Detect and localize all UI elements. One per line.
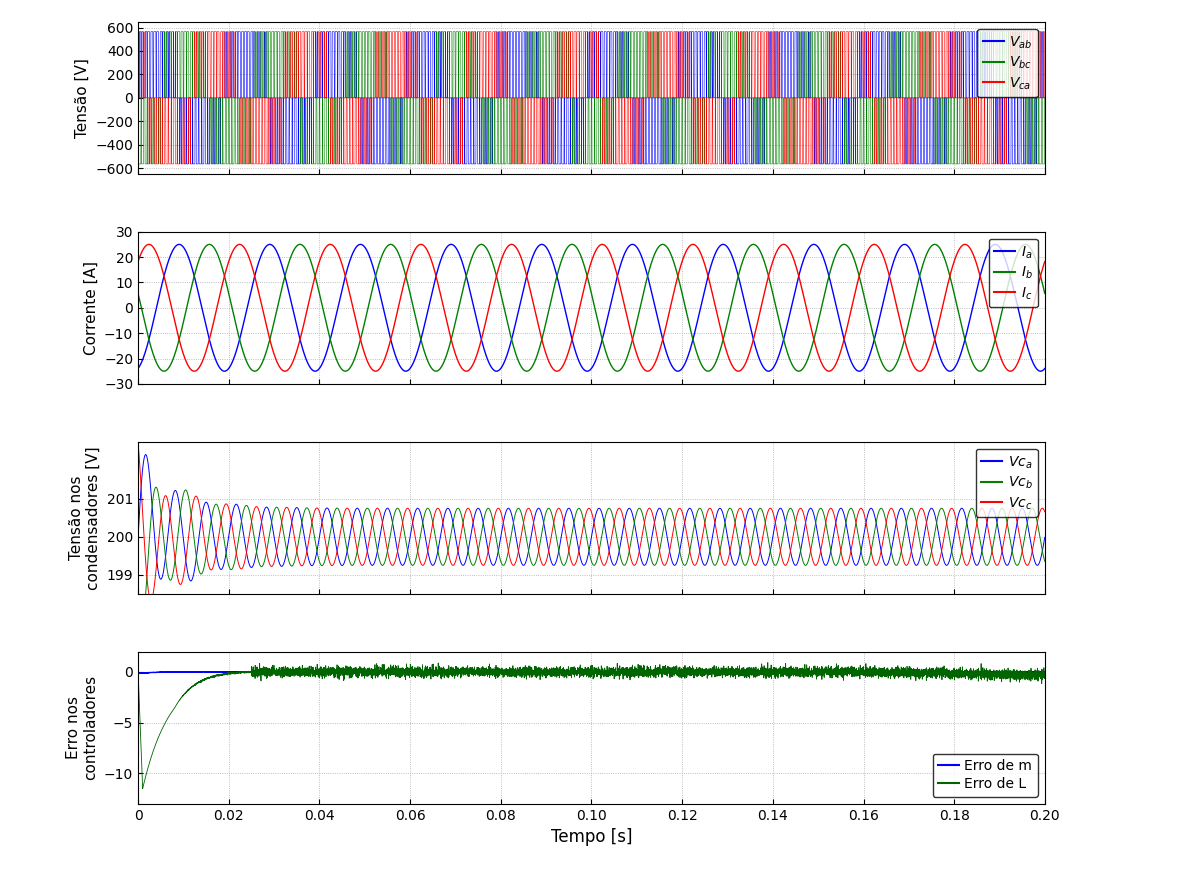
Y-axis label: Tensão nos
condensadores [V]: Tensão nos condensadores [V] <box>68 446 101 589</box>
$V_{bc}$ <box>168 26 183 36</box>
$V_{bc}$ <box>990 93 1004 103</box>
Y-axis label: Tensão [V]: Tensão [V] <box>74 58 90 138</box>
$V_{bc}$ <box>1038 93 1052 103</box>
$V_{ca}$ <box>574 26 588 36</box>
$V_{ab}$ <box>185 93 199 103</box>
$V_{ca}$ <box>185 93 199 103</box>
$V_{ca}$ <box>142 159 156 169</box>
$V_{bc}$ <box>185 93 199 103</box>
$V_{bc}$ <box>131 159 145 169</box>
$V_{bc}$ <box>574 93 588 103</box>
$V_{bc}$ <box>157 26 172 36</box>
$V_{ca}$ <box>131 26 145 36</box>
Line: $V_{ab}$: $V_{ab}$ <box>138 31 1045 164</box>
$V_{bc}$ <box>135 159 149 169</box>
$V_{ca}$ <box>1038 93 1052 103</box>
Y-axis label: Corrente [A]: Corrente [A] <box>83 261 98 355</box>
$V_{ab}$ <box>172 159 186 169</box>
Line: $V_{ca}$: $V_{ca}$ <box>138 31 1045 164</box>
Legend: $I_a$, $I_b$, $I_c$: $I_a$, $I_b$, $I_c$ <box>988 239 1038 308</box>
Legend: $V_{ab}$, $V_{bc}$, $V_{ca}$: $V_{ab}$, $V_{bc}$, $V_{ca}$ <box>978 29 1038 97</box>
$V_{ab}$ <box>309 93 323 103</box>
$V_{ca}$ <box>990 93 1004 103</box>
$V_{ab}$ <box>135 26 149 36</box>
$V_{ca}$ <box>135 93 149 103</box>
$V_{bc}$ <box>131 93 145 103</box>
$V_{ab}$ <box>1038 93 1052 103</box>
X-axis label: Tempo [s]: Tempo [s] <box>551 828 632 846</box>
Legend: Erro de m, Erro de L: Erro de m, Erro de L <box>932 753 1038 797</box>
$V_{ca}$ <box>168 159 183 169</box>
$V_{bc}$ <box>309 93 323 103</box>
$V_{ca}$ <box>309 93 323 103</box>
$V_{ab}$ <box>574 159 588 169</box>
Y-axis label: Erro nos
controladores: Erro nos controladores <box>66 675 98 780</box>
$V_{ab}$ <box>131 93 145 103</box>
Legend: $Vc_a$, $Vc_b$, $Vc_c$: $Vc_a$, $Vc_b$, $Vc_c$ <box>975 448 1038 517</box>
Line: $V_{bc}$: $V_{bc}$ <box>138 31 1045 164</box>
$V_{ab}$ <box>990 93 1004 103</box>
$V_{ab}$ <box>168 93 183 103</box>
$V_{ca}$ <box>131 93 145 103</box>
$V_{ab}$ <box>132 26 147 36</box>
